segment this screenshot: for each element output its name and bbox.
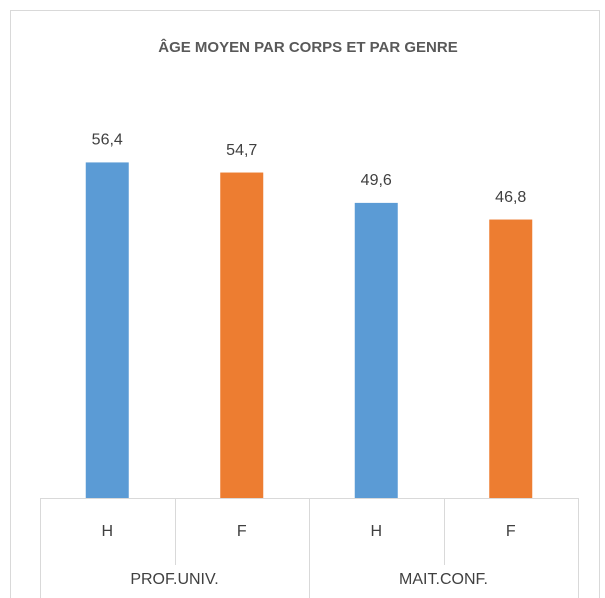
bar [354,202,398,498]
chart-title: ÂGE MOYEN PAR CORPS ET PAR GENRE [158,38,457,56]
data-label: 49,6 [361,172,392,189]
bar [85,162,129,499]
data-label: 56,4 [92,132,123,149]
bar [489,219,533,499]
x-tick-label: H [370,523,382,540]
x-tick-label: F [506,523,516,540]
bar [220,172,264,498]
data-label: 46,8 [495,189,526,206]
group-label: MAIT.CONF. [399,571,488,588]
x-tick-label: F [237,523,247,540]
data-label: 54,7 [226,142,257,159]
group-label: PROF.UNIV. [130,571,218,588]
x-tick-label: H [101,523,113,540]
